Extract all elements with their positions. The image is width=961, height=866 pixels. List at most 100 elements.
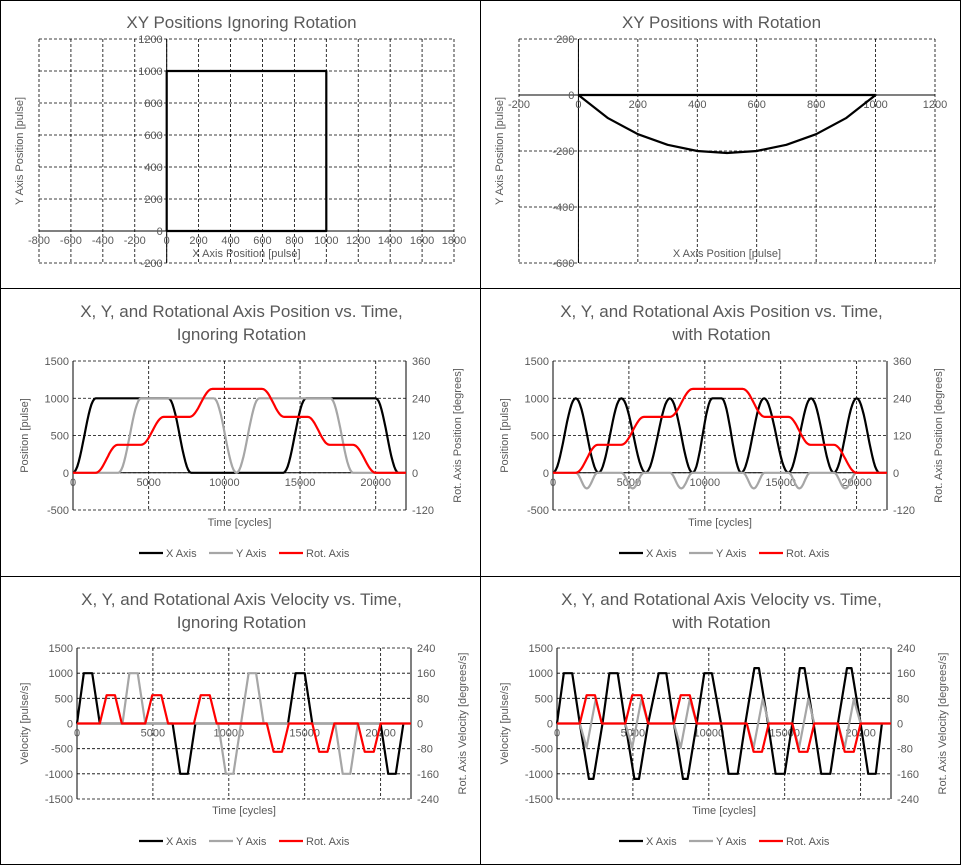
y2-tick-label: 240 (893, 393, 911, 405)
chart-panel: X, Y, and Rotational Axis Position vs. T… (0, 288, 481, 577)
y2-tick-label: 120 (412, 431, 430, 443)
chart-title: X, Y, and Rotational Axis Position vs. T… (80, 302, 403, 321)
y2-axis-title: Rot. Axis Velocity [degrees/s] (937, 653, 949, 795)
chart-svg: XY Positions with Rotation -600 -400 -200 0 2… (494, 13, 947, 270)
chart-title: X, Y, and Rotational Axis Velocity vs. T… (81, 590, 402, 609)
legend-label: Rot. Axis (306, 548, 350, 560)
chart-title: with Rotation (671, 325, 770, 344)
x-tick-label: 0 (74, 728, 80, 740)
axes (39, 39, 454, 263)
chart-title: XY Positions Ignoring Rotation (126, 13, 356, 32)
legend-label: X Axis (646, 548, 677, 560)
y-tick-label: 500 (55, 693, 73, 705)
x-tick-label: 20000 (845, 728, 876, 740)
y-tick-label: 1200 (138, 34, 162, 46)
y-tick-label: -1500 (45, 794, 73, 806)
x-tick-label: 20000 (841, 477, 872, 489)
y-tick-label: 200 (144, 194, 162, 206)
y-tick-label: 0 (157, 226, 163, 238)
x-tick-label: 600 (748, 99, 766, 111)
y2-tick-label: -160 (417, 769, 439, 781)
x-axis-title: Time [cycles] (208, 517, 272, 529)
y-axis-title: Y Axis Position [pulse] (14, 97, 26, 205)
chart-panel: X, Y, and Rotational Axis Position vs. T… (480, 288, 961, 577)
y-tick-label: 500 (535, 693, 553, 705)
y-tick-label: -400 (552, 202, 574, 214)
legend-label: Y Axis (236, 548, 267, 560)
y-tick-label: 1500 (45, 356, 69, 368)
y2-tick-label: 120 (893, 431, 911, 443)
y2-tick-label: 360 (412, 356, 430, 368)
y-tick-label: -500 (531, 744, 553, 756)
x-tick-label: 200 (629, 99, 647, 111)
legend-label: Rot. Axis (786, 836, 830, 848)
x-tick-label: 1400 (378, 235, 402, 247)
gridlines (38, 38, 455, 264)
chart-svg: X, Y, and Rotational Axis Position vs. T… (19, 302, 464, 560)
y2-tick-label: -240 (417, 794, 439, 806)
y-tick-label: 1500 (529, 643, 553, 655)
y-tick-label: 1000 (525, 393, 549, 405)
y2-tick-label: 360 (893, 356, 911, 368)
y2-tick-label: 0 (417, 719, 423, 731)
y-tick-label: 600 (144, 130, 162, 142)
series-line-y-axis (73, 397, 406, 474)
y2-tick-label: 80 (417, 693, 429, 705)
y-axis-title: Velocity [pulse/s] (19, 683, 31, 765)
x-tick-label: 20000 (365, 728, 396, 740)
y-tick-label: 500 (531, 431, 549, 443)
x-tick-label: 15000 (765, 477, 796, 489)
y-axis-title: Velocity [pulse/s] (499, 683, 511, 765)
y2-axis-title: Rot. Axis Position [degrees] (452, 368, 464, 503)
chart-title: Ignoring Rotation (177, 613, 306, 632)
x-tick-label: 1200 (923, 99, 947, 111)
x-tick-label: -600 (60, 235, 82, 247)
legend: X Axis Y Axis Rot. Axis (619, 836, 830, 848)
legend-label: Rot. Axis (786, 548, 830, 560)
x-tick-label: 10000 (690, 477, 721, 489)
x-tick-label: 1200 (346, 235, 370, 247)
y2-tick-label: -120 (412, 505, 434, 517)
y-tick-label: 1000 (49, 668, 73, 680)
series-line-x-axis (72, 397, 407, 474)
y-tick-label: -600 (552, 258, 574, 270)
y2-axis-title: Rot. Axis Position [degrees] (933, 368, 945, 503)
y-tick-label: -1500 (525, 794, 553, 806)
chart-title: X, Y, and Rotational Axis Position vs. T… (560, 302, 883, 321)
legend-label: Y Axis (716, 548, 747, 560)
chart-svg: XY Positions Ignoring Rotation -200 0 200 40… (14, 13, 466, 270)
chart-title: XY Positions with Rotation (622, 13, 821, 32)
y-tick-label: -500 (47, 505, 69, 517)
x-tick-label: 400 (221, 235, 239, 247)
y-tick-label: 1500 (49, 643, 73, 655)
chart-panel: XY Positions with Rotation -600 -400 -200 0 2… (480, 0, 961, 289)
legend-label: Rot. Axis (306, 836, 350, 848)
y-axis-title: Y Axis Position [pulse] (494, 97, 506, 205)
x-tick-label: -400 (92, 235, 114, 247)
gridlines (518, 38, 936, 264)
legend: X Axis Y Axis Rot. Axis (619, 548, 830, 560)
x-tick-label: 1000 (863, 99, 887, 111)
y-tick-label: -500 (527, 505, 549, 517)
series-line-rot-axis (77, 694, 411, 753)
x-tick-label: -200 (124, 235, 146, 247)
x-tick-label: 15000 (769, 728, 800, 740)
x-tick-label: -200 (508, 99, 530, 111)
x-axis-title: Time [cycles] (692, 805, 756, 817)
x-tick-label: 1800 (442, 235, 466, 247)
chart-svg: X, Y, and Rotational Axis Position vs. T… (499, 302, 945, 560)
legend-label: X Axis (166, 548, 197, 560)
y2-tick-label: 0 (897, 719, 903, 731)
x-tick-label: 5000 (136, 477, 160, 489)
chart-svg: X, Y, and Rotational Axis Velocity vs. T… (499, 590, 949, 848)
x-tick-label: 10000 (694, 728, 725, 740)
x-tick-label: 15000 (289, 728, 320, 740)
x-tick-label: 20000 (360, 477, 391, 489)
x-tick-label: 0 (554, 728, 560, 740)
y-tick-label: 0 (547, 719, 553, 731)
y2-tick-label: 240 (417, 643, 435, 655)
y-tick-label: 1000 (529, 668, 553, 680)
y2-tick-label: -80 (417, 744, 433, 756)
y-tick-label: 0 (543, 468, 549, 480)
chart-title: with Rotation (671, 613, 770, 632)
